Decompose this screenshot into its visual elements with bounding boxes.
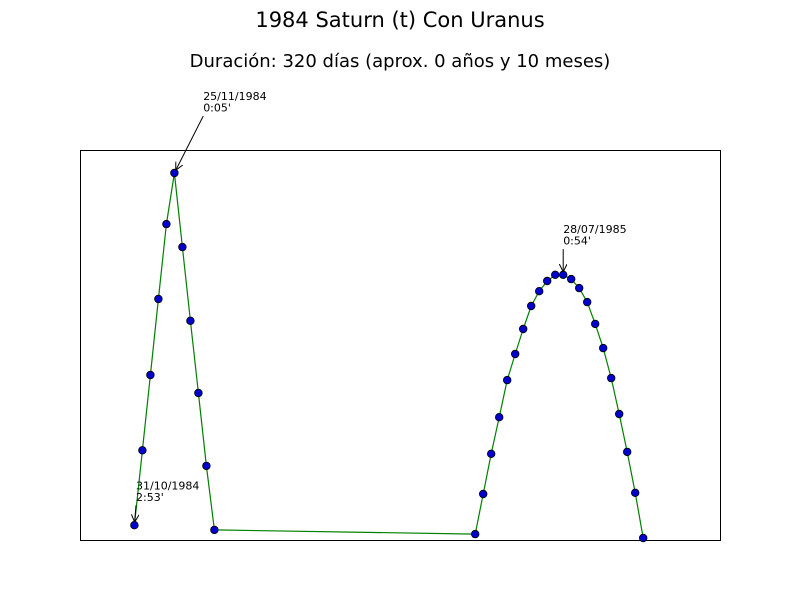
data-point-22 bbox=[559, 270, 568, 279]
data-point-19 bbox=[535, 287, 544, 296]
axes-frame bbox=[80, 150, 721, 541]
data-point-30 bbox=[623, 447, 632, 457]
annotation-date-1: 25/11/1984 bbox=[203, 90, 266, 103]
chart-subtitle: Duración: 320 días (aprox. 0 años y 10 m… bbox=[189, 51, 611, 72]
data-point-2 bbox=[146, 370, 155, 380]
data-point-17 bbox=[519, 324, 528, 334]
chart-title: 1984 Saturn (t) Con Uranus bbox=[255, 8, 545, 32]
data-point-13 bbox=[487, 449, 496, 458]
data-point-24 bbox=[575, 283, 584, 293]
data-point-8 bbox=[194, 388, 203, 398]
data-point-29 bbox=[615, 409, 624, 419]
annotation-value-0: 2:53' bbox=[136, 491, 164, 504]
data-point-31 bbox=[631, 488, 640, 497]
data-point-18 bbox=[527, 301, 536, 311]
data-point-7 bbox=[186, 316, 195, 325]
data-point-20 bbox=[543, 276, 552, 286]
data-point-15 bbox=[503, 375, 512, 385]
data-point-26 bbox=[591, 319, 600, 329]
data-point-1 bbox=[138, 446, 147, 455]
data-point-16 bbox=[511, 349, 520, 359]
data-point-28 bbox=[607, 373, 616, 383]
annotation-date-0: 31/10/1984 bbox=[136, 479, 199, 492]
data-point-12 bbox=[479, 489, 488, 499]
annotation-value-2: 0:54' bbox=[563, 235, 591, 248]
data-point-9 bbox=[202, 461, 211, 471]
data-point-10 bbox=[210, 525, 219, 535]
data-point-23 bbox=[567, 274, 576, 284]
data-point-3 bbox=[154, 294, 163, 304]
data-point-0 bbox=[130, 521, 139, 530]
data-point-32 bbox=[639, 533, 648, 543]
data-point-14 bbox=[495, 413, 504, 422]
annotation-date-2: 28/07/1985 bbox=[563, 223, 626, 236]
data-point-25 bbox=[583, 297, 592, 307]
data-point-6 bbox=[178, 242, 187, 252]
annotation-value-1: 0:05' bbox=[203, 102, 231, 115]
annotation-arrow-0 bbox=[135, 505, 136, 521]
annotation-arrow-1 bbox=[176, 115, 204, 169]
data-point-11 bbox=[471, 529, 480, 539]
data-point-21 bbox=[551, 270, 560, 279]
data-point-4 bbox=[162, 219, 171, 229]
data-point-27 bbox=[599, 343, 608, 353]
data-point-5 bbox=[170, 168, 179, 178]
